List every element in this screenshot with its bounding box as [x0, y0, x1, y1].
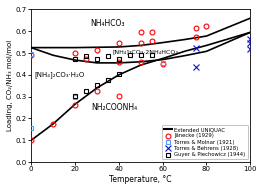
- Legend: Extended UNIQUAC, Jänecke (1929), Torres & Molnar (1921), Torres & Behrens (1928: Extended UNIQUAC, Jänecke (1929), Torres…: [162, 125, 248, 159]
- Y-axis label: Loading, CO₂/NH₃ mol/mol: Loading, CO₂/NH₃ mol/mol: [7, 40, 13, 131]
- X-axis label: Temperature, °C: Temperature, °C: [110, 175, 172, 184]
- Text: NH₂COONH₄: NH₂COONH₄: [91, 103, 138, 112]
- Text: [NH₄]₂CO₃·H₂O: [NH₄]₂CO₃·H₂O: [35, 71, 85, 78]
- Text: [NH₄]₂CO₃·2NH₄HCO₃: [NH₄]₂CO₃·2NH₄HCO₃: [112, 49, 178, 54]
- Text: NH₄HCO₃: NH₄HCO₃: [91, 19, 125, 28]
